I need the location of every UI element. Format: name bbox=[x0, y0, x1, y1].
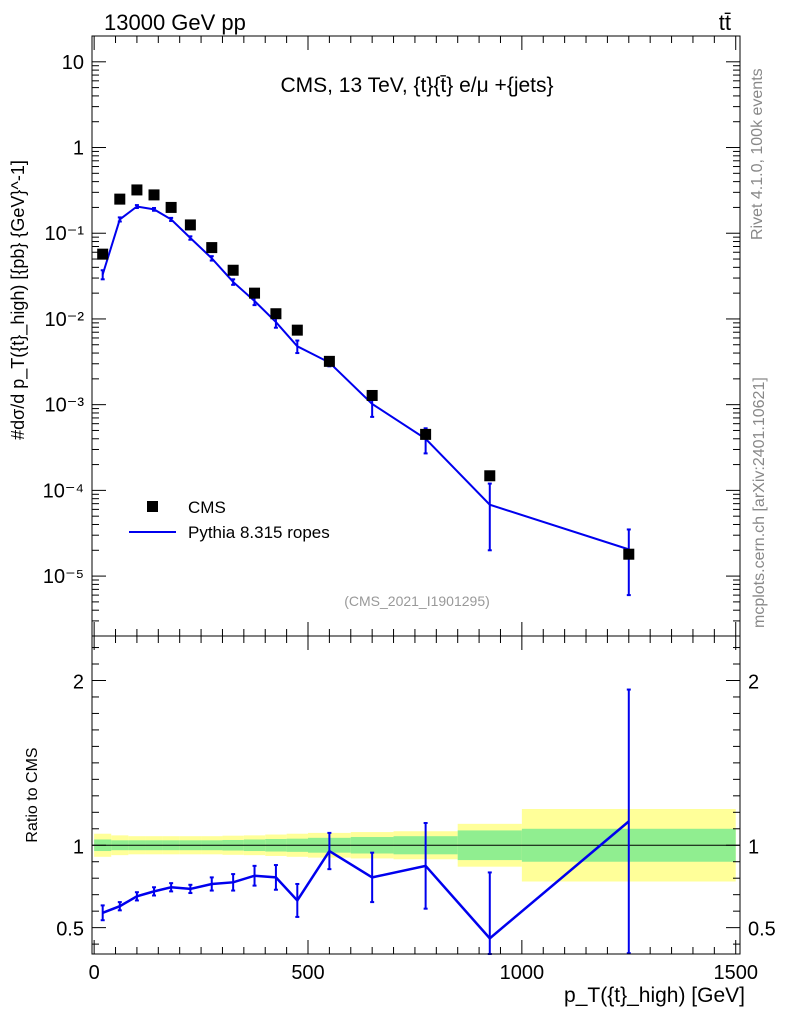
legend-cms-label: CMS bbox=[188, 498, 226, 517]
cms-data-point bbox=[148, 189, 160, 201]
main-y-tick-label: 10⁻¹ bbox=[45, 223, 85, 245]
main-y-axis-label: #dσ/d p_T({t}_high) [{pb} {GeV}^-1] bbox=[8, 160, 29, 440]
cms-data-point bbox=[227, 264, 239, 276]
analysis-watermark: (CMS_2021_I1901295) bbox=[344, 593, 490, 609]
cms-data-point bbox=[420, 428, 432, 440]
cms-data-point bbox=[270, 308, 282, 320]
ratio-y-tick-label-right: 2 bbox=[748, 671, 759, 693]
main-y-tick-label: 10 bbox=[62, 52, 84, 74]
ratio-y-tick-label: 0.5 bbox=[56, 919, 84, 941]
cms-data-point bbox=[114, 193, 126, 205]
ratio-panel: 0.5 0.5 1 1 2 2 0 500 1000 1500 bbox=[56, 636, 776, 984]
mcplots-label: mcplots.cern.ch [arXiv:2401.10621] bbox=[751, 377, 768, 628]
cms-data-point bbox=[131, 184, 143, 196]
ratio-x-axis-label: p_T({t}_high) [GeV] bbox=[564, 984, 745, 1007]
main-y-tick-label: 10⁻³ bbox=[45, 395, 85, 417]
ratio-y-tick-label-right: 0.5 bbox=[748, 919, 776, 941]
ratio-x-tick-label: 0 bbox=[89, 962, 100, 984]
ratio-panel-frame bbox=[91, 635, 741, 955]
legend-cms-marker bbox=[147, 501, 158, 512]
cms-data-point bbox=[623, 548, 635, 560]
ratio-line bbox=[102, 820, 630, 941]
main-y-tick-label: 10⁻⁴ bbox=[43, 480, 84, 502]
ratio-y-tick-label: 2 bbox=[73, 671, 84, 693]
ratio-x-tick-label: 1000 bbox=[500, 962, 545, 984]
pythia-line bbox=[101, 205, 630, 551]
process-label: tt̄ bbox=[719, 10, 731, 35]
legend: CMS Pythia 8.315 ropes bbox=[129, 498, 330, 542]
cms-data-point bbox=[323, 355, 335, 367]
main-title: CMS, 13 TeV, {t}{t̄} e/μ +{jets} bbox=[280, 74, 553, 97]
ratio-x-tick-label: 1500 bbox=[713, 962, 758, 984]
ratio-x-tick-label: 500 bbox=[291, 962, 324, 984]
ratio-y-tick-label: 1 bbox=[73, 836, 84, 858]
cms-data-point bbox=[291, 324, 303, 336]
ratio-y-axis-label: Ratio to CMS bbox=[24, 747, 41, 842]
cms-data-point bbox=[165, 201, 177, 213]
rivet-label: Rivet 4.1.0, 100k events bbox=[749, 68, 766, 240]
cms-data-point bbox=[206, 242, 218, 254]
legend-pythia-label: Pythia 8.315 ropes bbox=[188, 523, 330, 542]
energy-label: 13000 GeV pp bbox=[104, 10, 246, 35]
main-y-tick-label: 10⁻⁵ bbox=[43, 566, 84, 588]
cms-data-point bbox=[97, 248, 109, 260]
main-y-tick-label: 1 bbox=[73, 138, 84, 160]
main-panel: 10⁻⁵ 10⁻⁴ 10⁻³ 10⁻² 10⁻¹ 1 10 bbox=[43, 35, 740, 637]
main-y-tick-label: 10⁻² bbox=[45, 309, 85, 331]
cms-data-point bbox=[366, 389, 378, 401]
ratio-y-tick-label-right: 1 bbox=[748, 836, 759, 858]
cms-data-point bbox=[249, 287, 261, 299]
cms-data-point bbox=[484, 470, 496, 482]
cms-data-point bbox=[184, 219, 196, 231]
